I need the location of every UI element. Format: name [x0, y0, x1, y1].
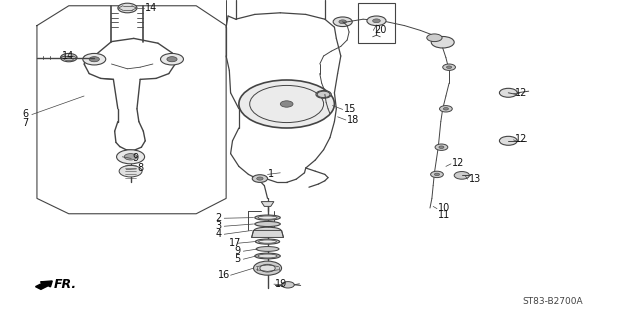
Text: 20: 20 [375, 25, 387, 36]
Bar [358, 3, 395, 43]
Text: 9: 9 [234, 245, 241, 256]
Circle shape [317, 91, 330, 98]
Ellipse shape [259, 240, 276, 243]
Circle shape [339, 20, 347, 24]
Text: 6: 6 [22, 108, 29, 119]
FancyArrow shape [36, 281, 52, 289]
Ellipse shape [255, 253, 280, 259]
Ellipse shape [255, 221, 280, 227]
Circle shape [443, 108, 448, 110]
Circle shape [435, 144, 448, 150]
Circle shape [367, 16, 386, 26]
Circle shape [439, 146, 444, 148]
Circle shape [61, 53, 77, 62]
Circle shape [280, 101, 293, 107]
Text: FR.: FR. [54, 278, 77, 291]
Circle shape [282, 282, 294, 288]
Circle shape [167, 57, 177, 62]
Text: 17: 17 [229, 237, 241, 248]
Circle shape [333, 17, 352, 27]
Circle shape [161, 53, 183, 65]
Text: 2: 2 [215, 212, 222, 223]
Text: 12: 12 [515, 134, 527, 144]
Ellipse shape [255, 239, 280, 244]
Text: 13: 13 [469, 173, 481, 184]
Ellipse shape [255, 215, 280, 220]
Text: 15: 15 [344, 104, 356, 114]
Circle shape [316, 91, 331, 98]
Circle shape [252, 175, 268, 182]
Text: 14: 14 [62, 51, 75, 61]
Text: 9: 9 [132, 153, 139, 164]
Text: 8: 8 [137, 163, 143, 173]
Circle shape [118, 3, 137, 13]
Circle shape [119, 165, 142, 177]
Text: 16: 16 [218, 269, 230, 280]
Text: 5: 5 [234, 253, 241, 264]
Text: 3: 3 [215, 220, 222, 231]
Circle shape [499, 88, 517, 97]
Text: 18: 18 [347, 115, 359, 125]
Text: 7: 7 [22, 118, 29, 128]
Circle shape [239, 80, 334, 128]
Text: 10: 10 [438, 203, 450, 213]
Circle shape [431, 171, 443, 178]
Circle shape [117, 150, 145, 164]
Circle shape [124, 154, 137, 160]
Text: 14: 14 [145, 3, 157, 13]
Text: 4: 4 [215, 228, 222, 239]
Text: ST83-B2700A: ST83-B2700A [522, 297, 583, 306]
Circle shape [431, 36, 454, 48]
Circle shape [434, 173, 440, 176]
Circle shape [89, 57, 99, 62]
Polygon shape [252, 230, 283, 237]
Circle shape [447, 66, 452, 68]
Circle shape [454, 172, 469, 179]
Circle shape [254, 261, 282, 275]
Text: 12: 12 [452, 158, 464, 168]
Circle shape [427, 34, 442, 42]
Ellipse shape [256, 247, 279, 252]
Circle shape [83, 53, 106, 65]
Ellipse shape [254, 227, 281, 234]
Text: 11: 11 [438, 210, 450, 220]
Polygon shape [261, 202, 274, 206]
Circle shape [320, 93, 327, 96]
Ellipse shape [258, 254, 277, 258]
Ellipse shape [258, 216, 277, 219]
Text: 1: 1 [268, 169, 274, 180]
Text: 12: 12 [515, 88, 527, 98]
Text: 19: 19 [275, 279, 287, 289]
Circle shape [257, 177, 263, 180]
Circle shape [373, 19, 380, 23]
Circle shape [260, 264, 275, 272]
Circle shape [440, 106, 452, 112]
Circle shape [443, 64, 455, 70]
Circle shape [499, 136, 517, 145]
